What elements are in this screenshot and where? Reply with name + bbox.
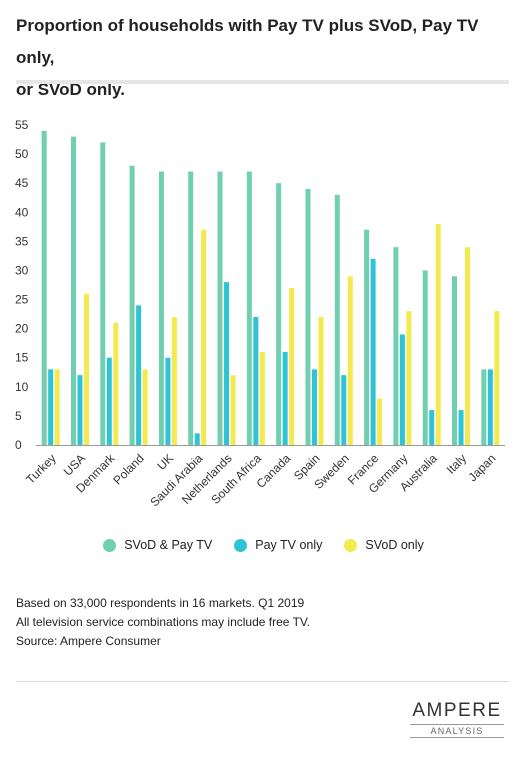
note-source: Source: Ampere Consumer [16,634,161,648]
legend-label-pay-tv-only: Pay TV only [255,538,323,552]
bar-svod-only-france [377,398,383,445]
bar-pay-tv-only-uk [165,357,171,445]
x-tick-label: Japan [465,451,498,484]
legend-dot-pay-tv-only [234,538,248,552]
bar-pay-tv-only-france [370,258,376,445]
bar-svod-only-south-africa [259,351,265,445]
bar-svod-only-italy [465,247,471,445]
bar-pay-tv-only-south-africa [253,317,259,445]
title-divider [16,80,509,84]
bar-svod-only-turkey [54,369,60,445]
bar-svod-only-netherlands [230,375,236,445]
legend-dot-svod-only [344,538,358,552]
bar-pay-tv-only-usa [77,375,83,445]
bar-pay-tv-only-saudi-arabia [194,433,200,445]
chart-title-line-2: or SVoD only. [16,80,125,99]
bar-svod-only-denmark [113,322,119,445]
y-tick-label: 15 [15,351,29,365]
bar-svod-only-poland [142,369,148,445]
bar-svod-pay-tv-spain [305,189,311,445]
y-tick-label: 0 [15,438,22,452]
bar-svod-pay-tv-australia [422,270,428,445]
bar-svod-pay-tv-saudi-arabia [188,171,194,445]
x-tick-label: Poland [110,451,146,487]
y-tick-label: 35 [15,234,29,248]
bar-svod-pay-tv-poland [129,165,135,445]
bar-svod-only-saudi-arabia [201,229,207,445]
chart-title: Proportion of households with Pay TV plu… [16,10,511,106]
bar-svod-only-germany [406,311,412,445]
y-tick-label: 30 [15,263,29,277]
logo-subtitle: ANALYSIS [410,724,504,738]
bar-pay-tv-only-poland [136,305,142,445]
bar-svod-only-sweden [347,276,353,445]
bar-pay-tv-only-denmark [106,357,112,445]
logo-wordmark: AMPERE [412,700,502,721]
legend-item-svod-only[interactable]: SVoD only [344,538,424,552]
x-tick-label: Turkey [23,451,59,487]
bar-svod-pay-tv-italy [452,276,458,445]
bar-svod-pay-tv-usa [70,136,76,446]
ampere-analysis-logo[interactable]: AMPERE ANALYSIS [410,700,504,738]
bar-svod-only-spain [318,317,324,445]
bar-pay-tv-only-sweden [341,375,347,445]
bar-svod-only-canada [289,287,295,445]
bar-pay-tv-only-canada [282,351,288,445]
bar-svod-pay-tv-uk [158,171,164,445]
y-tick-label: 45 [15,176,29,190]
legend-item-pay-tv-only[interactable]: Pay TV only [234,538,322,552]
bar-svod-pay-tv-sweden [334,194,340,445]
bar-svod-only-japan [494,311,500,445]
note-free-tv: All television service combinations may … [16,615,311,629]
y-tick-label: 55 [15,118,29,132]
bar-pay-tv-only-turkey [48,369,54,445]
bar-svod-pay-tv-france [364,229,370,445]
y-tick-label: 10 [15,380,29,394]
legend-item-svod-pay-tv[interactable]: SVoD & Pay TV [103,538,212,552]
x-tick-label: UK [154,451,176,473]
bar-svod-only-uk [171,317,177,445]
legend-dot-svod-pay-tv [103,538,117,552]
bar-pay-tv-only-italy [458,410,464,445]
x-tick-label: Italy [444,451,469,476]
chart-title-line-1: Proportion of households with Pay TV plu… [16,16,479,67]
legend: SVoD & Pay TV Pay TV only SVoD only [0,538,527,552]
bar-pay-tv-only-japan [487,369,493,445]
bar-svod-pay-tv-japan [481,369,487,445]
bar-svod-pay-tv-germany [393,247,399,445]
legend-label-svod-only: SVoD only [365,538,424,552]
bar-svod-only-usa [83,293,89,445]
bar-svod-pay-tv-denmark [100,142,106,446]
footer-divider [16,681,509,682]
bar-svod-pay-tv-netherlands [217,171,223,445]
bar-pay-tv-only-netherlands [224,282,230,445]
bar-pay-tv-only-spain [311,369,317,445]
y-tick-label: 50 [15,147,29,161]
bar-pay-tv-only-germany [399,334,405,445]
legend-label-svod-pay-tv: SVoD & Pay TV [124,538,213,552]
y-tick-label: 25 [15,293,29,307]
note-respondents: Based on 33,000 respondents in 16 market… [16,596,305,610]
y-tick-label: 5 [15,409,22,423]
bar-svod-pay-tv-turkey [41,130,47,445]
bar-svod-pay-tv-canada [276,183,282,445]
y-tick-label: 40 [15,205,29,219]
bar-svod-pay-tv-south-africa [246,171,252,445]
chart-notes: Based on 33,000 respondents in 16 market… [16,594,310,651]
bar-pay-tv-only-australia [429,410,435,445]
bar-svod-only-australia [435,223,441,445]
y-tick-label: 20 [15,322,29,336]
